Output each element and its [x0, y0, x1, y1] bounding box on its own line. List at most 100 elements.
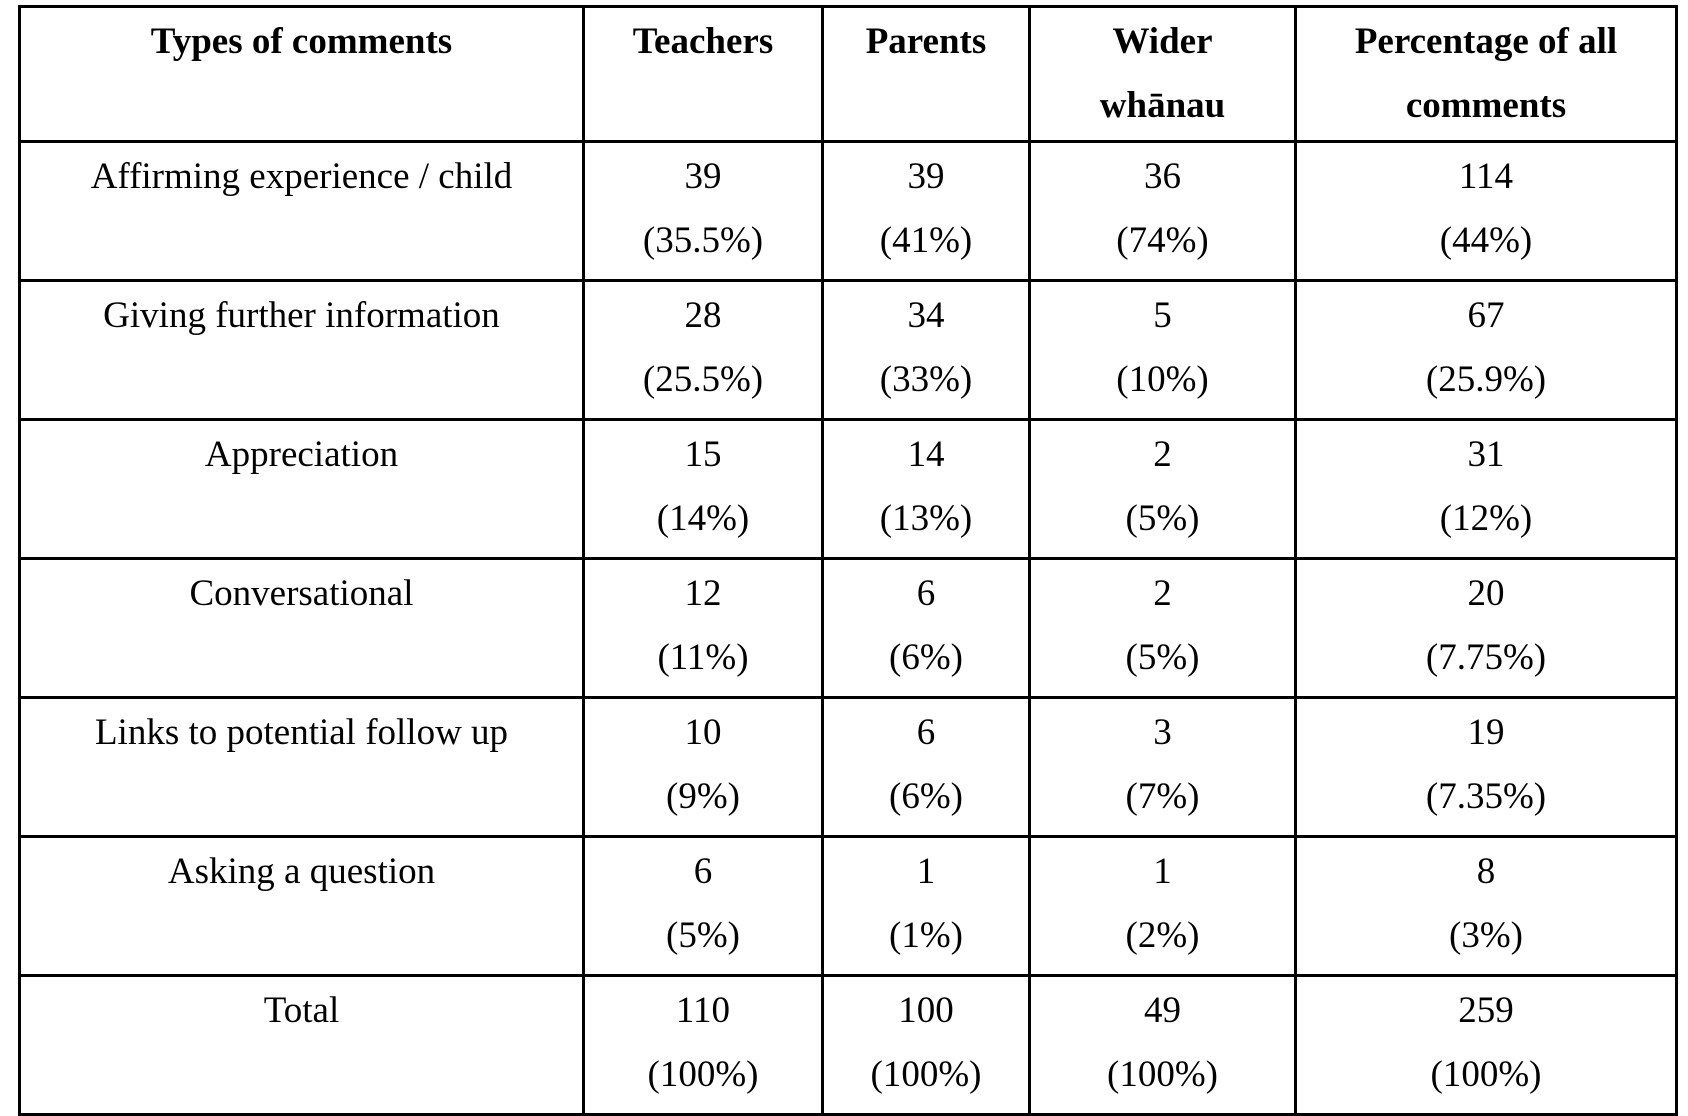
percentage-all-cell: 67 (25.9%): [1294, 279, 1678, 421]
wider-whanau-cell: 49 (100%): [1028, 974, 1297, 1116]
category-label: Giving further information: [103, 295, 500, 336]
count-value: 100: [898, 990, 954, 1031]
percent-value: (14%): [656, 498, 750, 539]
parents-cell: 1 (1%): [821, 835, 1031, 977]
percentage-all-cell: 20 (7.75%): [1294, 557, 1678, 699]
header-label-line: Percentage of all: [1354, 21, 1618, 62]
percent-value: (7.35%): [1425, 776, 1547, 817]
category-cell: Asking a question: [18, 835, 585, 977]
percent-value: (2%): [1125, 915, 1200, 956]
percentage-all-cell: 8 (3%): [1294, 835, 1678, 977]
count-value: 6: [693, 851, 713, 892]
header-cell-teachers: Teachers: [582, 5, 824, 143]
category-cell: Total: [18, 974, 585, 1116]
header-cell-percentage-of-all-comments: Percentage of all comments: [1294, 5, 1678, 143]
percent-value: (41%): [879, 220, 973, 261]
percent-value: (100%): [1430, 1054, 1542, 1095]
category-label: Links to potential follow up: [94, 712, 509, 753]
percentage-all-cell: 19 (7.35%): [1294, 696, 1678, 838]
header-label-line: Types of comments: [150, 21, 453, 62]
teachers-cell: 6 (5%): [582, 835, 824, 977]
count-value: 6: [916, 573, 936, 614]
category-label: Affirming experience / child: [90, 156, 513, 197]
count-value: 49: [1144, 990, 1181, 1031]
category-cell: Links to potential follow up: [18, 696, 585, 838]
percent-value: (100%): [870, 1054, 982, 1095]
percent-value: (25.9%): [1425, 359, 1547, 400]
table-row: Asking a question 6 (5%) 1 (1%) 1 (2%) 8…: [18, 835, 1678, 977]
parents-cell: 6 (6%): [821, 557, 1031, 699]
count-value: 34: [907, 295, 945, 336]
count-value: 3: [1153, 712, 1172, 753]
percent-value: (100%): [647, 1054, 759, 1095]
percentage-all-cell: 31 (12%): [1294, 418, 1678, 560]
category-label: Appreciation: [204, 434, 399, 475]
category-label: Asking a question: [167, 851, 436, 892]
count-value: 14: [907, 434, 945, 475]
count-value: 2: [1153, 573, 1172, 614]
parents-cell: 14 (13%): [821, 418, 1031, 560]
percent-value: (5%): [1125, 637, 1200, 678]
wider-whanau-cell: 5 (10%): [1028, 279, 1297, 421]
category-cell: Giving further information: [18, 279, 585, 421]
percent-value: (44%): [1439, 220, 1533, 261]
parents-cell: 34 (33%): [821, 279, 1031, 421]
count-value: 1: [1153, 851, 1172, 892]
count-value: 67: [1467, 295, 1505, 336]
count-value: 15: [684, 434, 722, 475]
parents-cell: 39 (41%): [821, 140, 1031, 282]
count-value: 259: [1458, 990, 1514, 1031]
percent-value: (1%): [889, 915, 963, 956]
percent-value: (7%): [1125, 776, 1200, 817]
teachers-cell: 10 (9%): [582, 696, 824, 838]
percentage-all-cell: 259 (100%): [1294, 974, 1678, 1116]
wider-whanau-cell: 2 (5%): [1028, 557, 1297, 699]
count-value: 12: [684, 573, 722, 614]
header-label-line: Parents: [865, 21, 987, 62]
header-label-line: Teachers: [632, 21, 774, 62]
comments-types-table: Types of comments Teachers Parents Wider…: [18, 5, 1678, 1116]
teachers-cell: 110 (100%): [582, 974, 824, 1116]
teachers-cell: 12 (11%): [582, 557, 824, 699]
table-row: Giving further information 28 (25.5%) 34…: [18, 279, 1678, 421]
table-row: Appreciation 15 (14%) 14 (13%) 2 (5%) 31…: [18, 418, 1678, 560]
percent-value: (9%): [666, 776, 740, 817]
header-cell-wider-whanau: Wider whānau: [1028, 5, 1297, 143]
percent-value: (5%): [666, 915, 740, 956]
count-value: 110: [675, 990, 731, 1031]
category-label: Total: [263, 990, 340, 1031]
percent-value: (13%): [879, 498, 973, 539]
table-row: Conversational 12 (11%) 6 (6%) 2 (5%) 20…: [18, 557, 1678, 699]
teachers-cell: 15 (14%): [582, 418, 824, 560]
count-value: 39: [684, 156, 722, 197]
table-row: Affirming experience / child 39 (35.5%) …: [18, 140, 1678, 282]
header-cell-types-of-comments: Types of comments: [18, 5, 585, 143]
wider-whanau-cell: 36 (74%): [1028, 140, 1297, 282]
percent-value: (33%): [879, 359, 973, 400]
count-value: 39: [907, 156, 945, 197]
count-value: 31: [1467, 434, 1505, 475]
count-value: 6: [916, 712, 936, 753]
category-cell: Appreciation: [18, 418, 585, 560]
category-label: Conversational: [189, 573, 414, 614]
percent-value: (3%): [1449, 915, 1523, 956]
table-row-total: Total 110 (100%) 100 (100%) 49 (100%) 25…: [18, 974, 1678, 1116]
percent-value: (35.5%): [642, 220, 764, 261]
percent-value: (10%): [1116, 359, 1209, 400]
table-row: Links to potential follow up 10 (9%) 6 (…: [18, 696, 1678, 838]
percent-value: (12%): [1439, 498, 1533, 539]
count-value: 28: [684, 295, 722, 336]
count-value: 19: [1467, 712, 1505, 753]
count-value: 2: [1153, 434, 1172, 475]
header-label-line: comments: [1405, 85, 1567, 126]
wider-whanau-cell: 1 (2%): [1028, 835, 1297, 977]
count-value: 10: [684, 712, 722, 753]
parents-cell: 100 (100%): [821, 974, 1031, 1116]
count-value: 36: [1144, 156, 1181, 197]
percentage-all-cell: 114 (44%): [1294, 140, 1678, 282]
header-label-line: whānau: [1099, 85, 1226, 126]
percent-value: (74%): [1116, 220, 1209, 261]
percent-value: (6%): [889, 637, 963, 678]
percent-value: (11%): [657, 637, 749, 678]
header-label-line: Wider: [1112, 21, 1213, 62]
